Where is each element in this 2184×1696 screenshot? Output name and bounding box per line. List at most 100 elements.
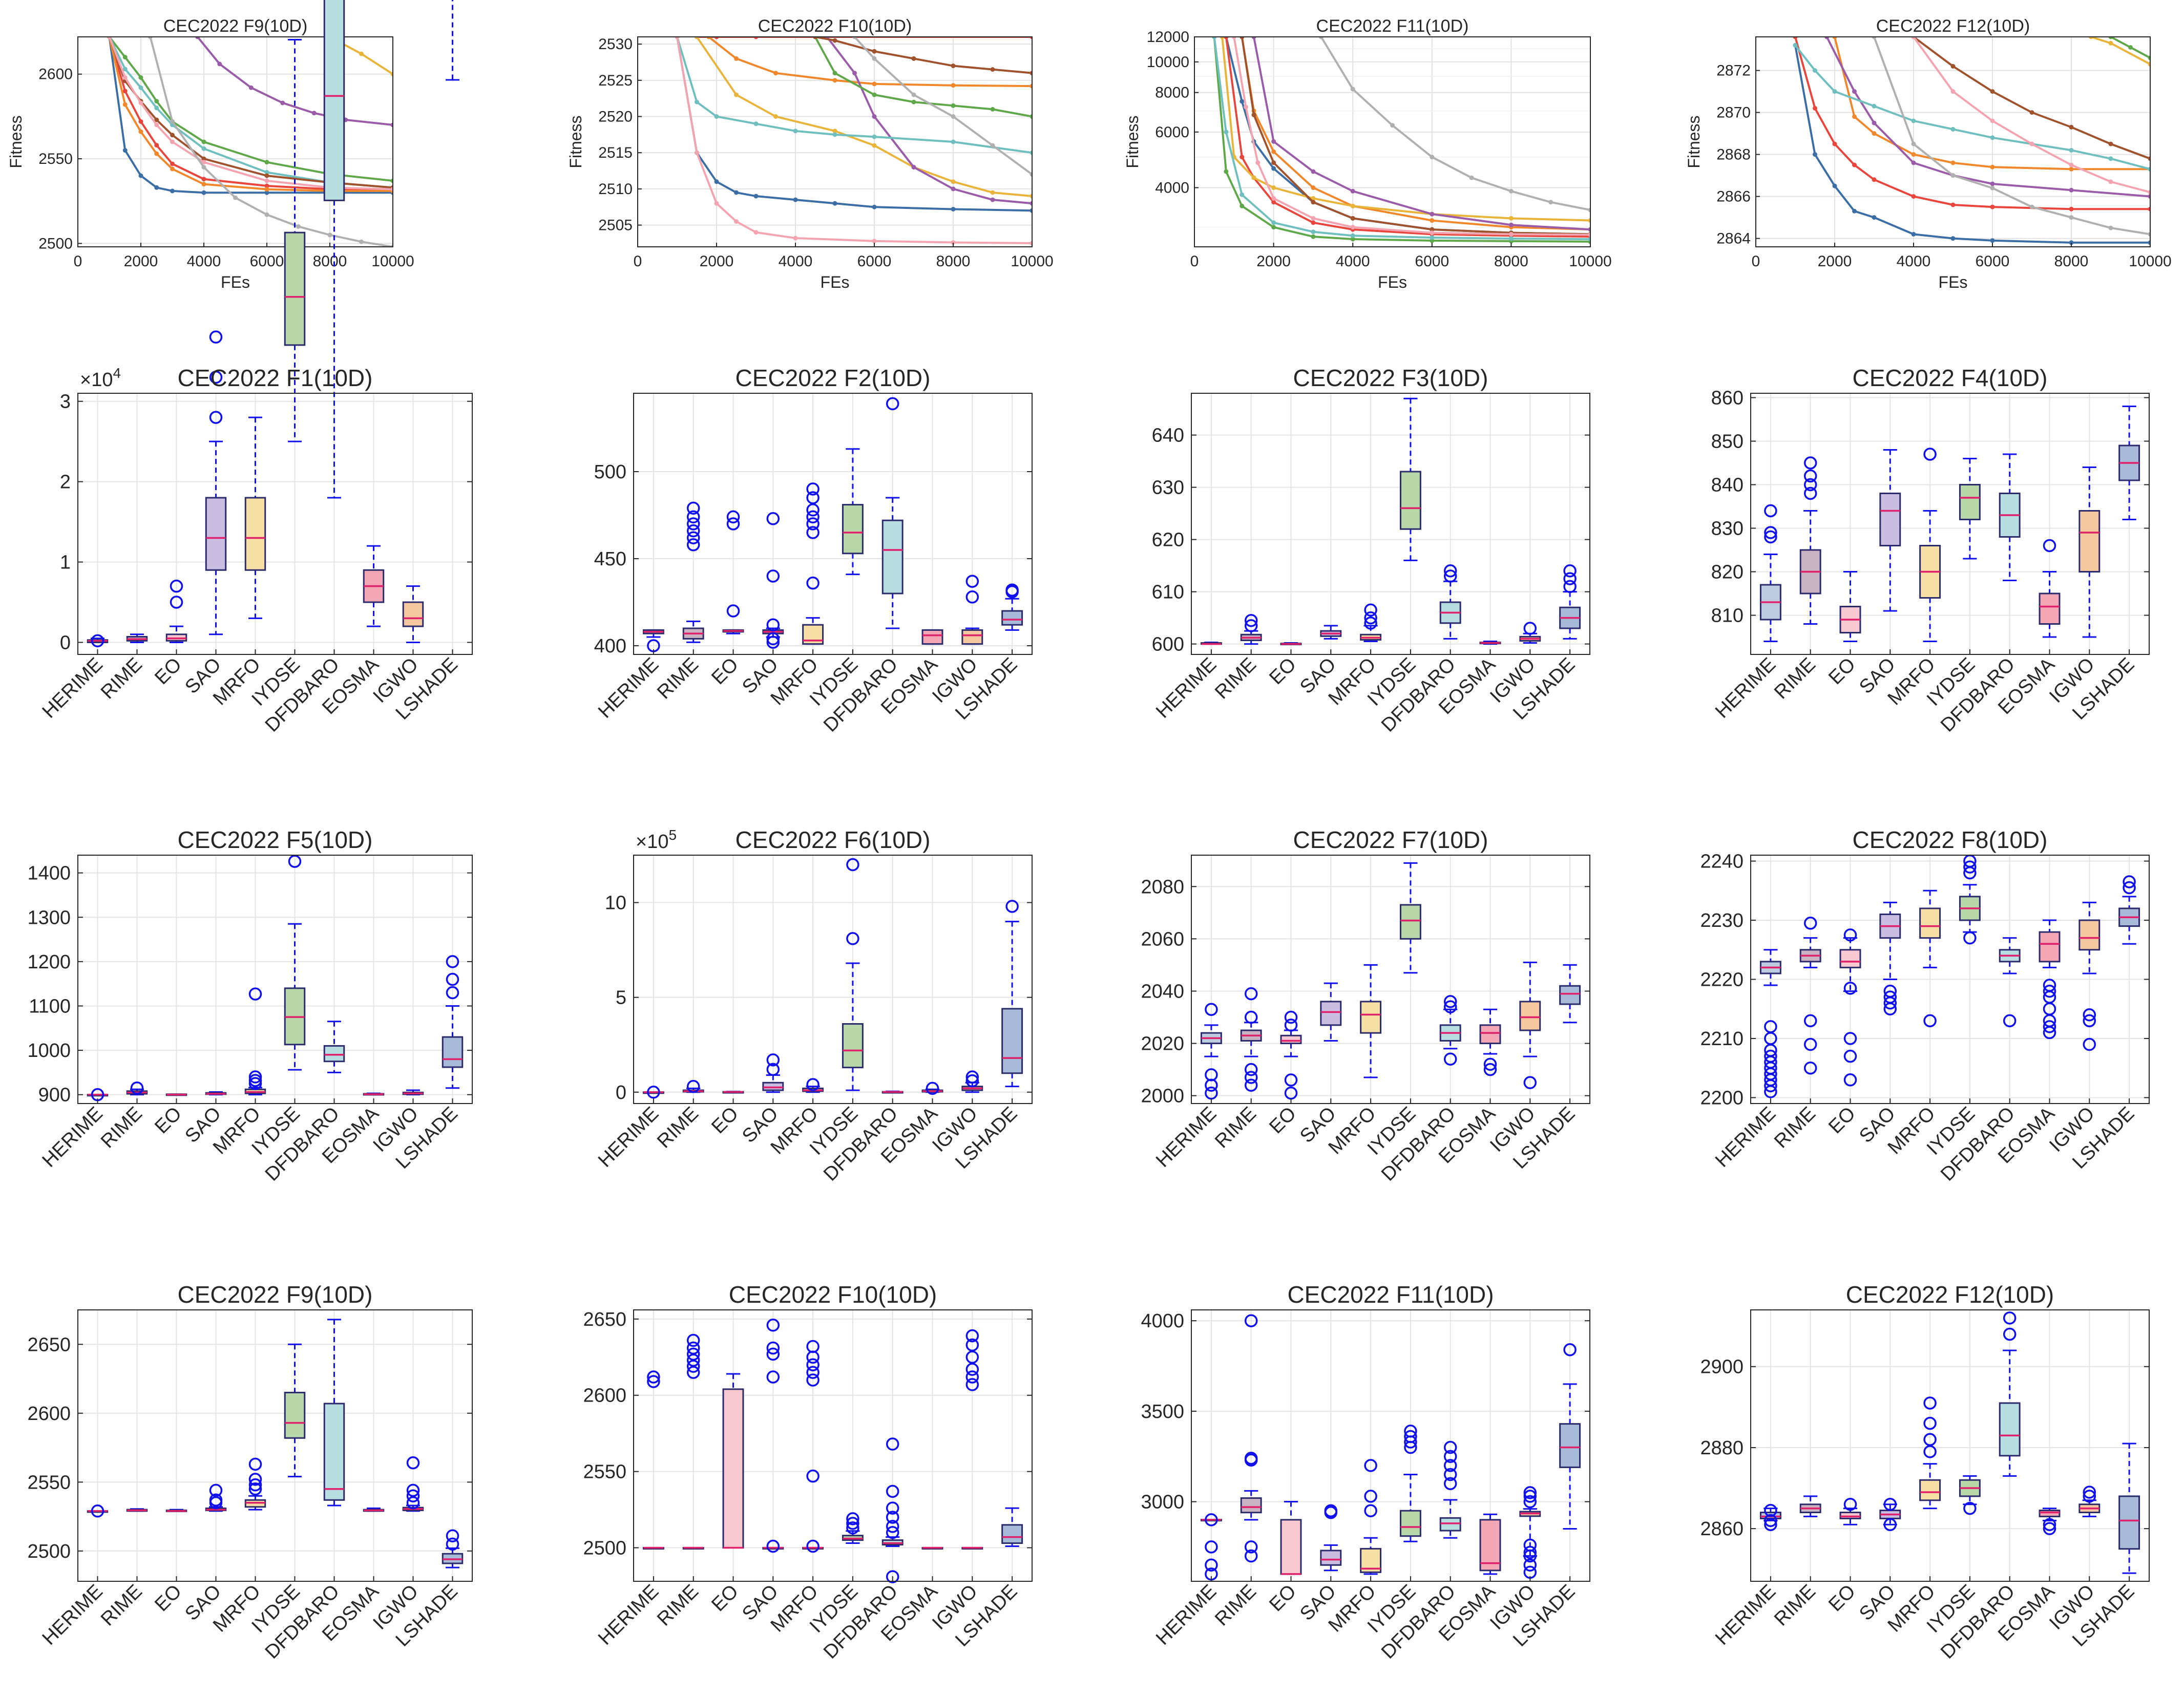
outlier-point [2043, 1518, 2056, 1532]
series-point-mrfo [990, 197, 995, 202]
series-point-dfdbaro [2148, 166, 2150, 172]
box-iydse [1399, 862, 1421, 974]
series-point-eo [1832, 37, 1837, 39]
series-point-sao [359, 51, 364, 56]
series-point-iydse [990, 107, 995, 112]
y-axis-label: Fitness [1123, 115, 1142, 168]
box-body [1001, 1524, 1023, 1544]
outlier-point [288, 855, 302, 868]
series-point-eosma [1990, 89, 1995, 94]
y-tick-label: 2900 [1700, 1356, 1744, 1378]
series-point-eo [1950, 160, 1956, 165]
y-tick-label: 3 [60, 391, 71, 413]
y-tick-label: 2530 [598, 36, 633, 53]
y-tick-label: 4000 [1155, 180, 1189, 197]
x-tick-label: 10000 [2129, 253, 2171, 270]
series-point-herime [122, 148, 128, 153]
series-point-lshade [1390, 123, 1395, 128]
x-tick-label: 8000 [1494, 253, 1528, 270]
box-sao [1320, 1504, 1342, 1572]
series-point-herime [2069, 240, 2074, 245]
outlier-point [91, 634, 104, 648]
axes-frame [1191, 1309, 1590, 1582]
chart-title: CEC2022 F12(10D) [1846, 1281, 2054, 1308]
outlier-point [1764, 1514, 1777, 1528]
series-point-sao [773, 114, 778, 119]
series-point-dfdbaro [1240, 192, 1245, 197]
x-tick-label: EO [707, 1103, 743, 1138]
y-tick-label: 2650 [27, 1334, 71, 1355]
y-tick-label: 4000 [1141, 1310, 1184, 1332]
outlier-point [1284, 1010, 1298, 1024]
outlier-point [1205, 1513, 1218, 1527]
series-point-iydse [1030, 114, 1032, 119]
outlier-point [1404, 1430, 1417, 1444]
series-line-lshade [1320, 37, 1590, 211]
outlier-point [686, 501, 700, 515]
series-point-lshade [233, 195, 238, 200]
series-point-mrfo [195, 37, 200, 39]
series-point-mrfo [1251, 37, 1256, 39]
series-point-sao [734, 92, 739, 97]
x-tick-label: 0 [1190, 253, 1199, 270]
series-point-dfdbaro [1911, 118, 1916, 123]
series-point-dfdbaro [951, 139, 956, 144]
series-point-dfdbaro [1271, 220, 1276, 225]
chart-title: CEC2022 F10(10D) [758, 16, 912, 36]
y-tick-label: 610 [1152, 582, 1184, 603]
outlier-point [209, 330, 223, 344]
outlier-point [686, 1360, 700, 1373]
series-point-rime [1872, 177, 1877, 182]
conv-f9: 0 2000 4000 6000 8000 10000 2500 2550 2600 CEC202… [7, 16, 414, 291]
series-point-dfdbaro [1813, 68, 1817, 73]
series-point-rime [1950, 202, 1956, 207]
outlier-point [806, 1078, 820, 1091]
series-point-eo [170, 166, 175, 172]
outlier-point [886, 1501, 899, 1515]
box-body [881, 519, 904, 595]
series-point-dfdbaro [832, 132, 837, 137]
series-point-iydse [832, 71, 837, 76]
outlier-point [1883, 984, 1897, 998]
x-tick-label: EO [1824, 654, 1860, 689]
box-body [1439, 1517, 1461, 1532]
series-point-igwo [138, 100, 143, 105]
axes-frame [77, 855, 473, 1104]
series-point-igwo [264, 178, 269, 183]
x-tick-label: EO [1265, 1581, 1300, 1616]
box-body [1001, 610, 1023, 626]
x-axis-label: FEs [221, 273, 250, 291]
outlier-point [965, 1074, 979, 1088]
outlier-point [686, 1341, 700, 1355]
box-body [1839, 949, 1861, 968]
series-point-igwo [1911, 37, 1916, 39]
series-point-eosma [951, 63, 956, 69]
y-tick-label: 0 [616, 1082, 626, 1104]
y-tick-label: 400 [594, 635, 626, 657]
series-point-igwo [1430, 230, 1435, 236]
box-iydse [842, 448, 864, 576]
axes-frame [1750, 393, 2150, 655]
outlier-point [686, 1347, 700, 1361]
series-point-igwo [1950, 89, 1956, 94]
box-igwo [2078, 467, 2101, 638]
box-body [722, 1388, 744, 1549]
series-point-eo [122, 102, 128, 107]
outlier-point [647, 1086, 660, 1099]
outlier-point [1483, 1057, 1497, 1071]
series-point-sao [2148, 61, 2150, 67]
outlier-point [130, 1081, 144, 1095]
box-herime [642, 1370, 664, 1550]
outlier-point [1843, 982, 1857, 995]
box-dfdbaro [323, 0, 345, 499]
series-point-lshade [1990, 185, 1995, 190]
series-point-dfdbaro [1872, 103, 1877, 109]
series-point-dfdbaro [1990, 135, 1995, 140]
series-point-eosma [2148, 156, 2150, 161]
series-point-lshade [2108, 225, 2113, 230]
box-mrfo [1360, 603, 1382, 642]
series-point-eosma [1030, 71, 1032, 76]
chart-title: CEC2022 F8(10D) [1853, 826, 2048, 853]
